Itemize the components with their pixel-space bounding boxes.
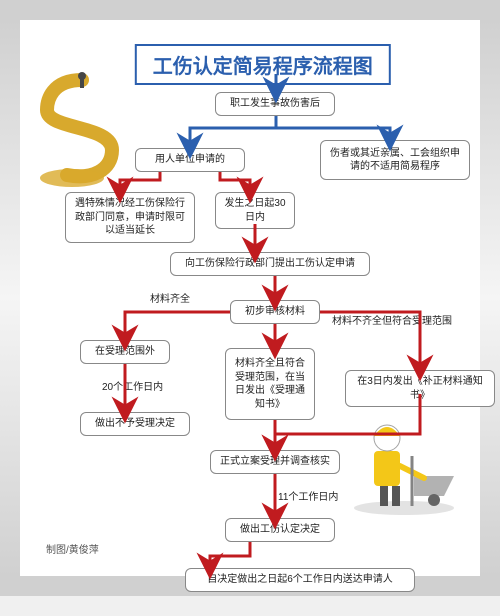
flowchart-edge-label: 20个工作日内 <box>102 378 163 393</box>
flowchart-arrow <box>190 116 276 146</box>
flowchart-node: 做出工伤认定决定 <box>225 518 335 542</box>
flowchart-edge-label: 材料不齐全但符合受理范围 <box>332 312 452 327</box>
flowchart-title: 工伤认定简易程序流程图 <box>135 44 391 85</box>
flowchart-canvas: 工伤认定简易程序流程图 职工发生事故伤害后用人单位申请的 伤者或其近亲属、工会组织… <box>0 0 500 596</box>
flowchart-node: 初步审核材料 <box>230 300 320 324</box>
credit-text: 制图/黄俊萍 <box>46 541 99 556</box>
flowchart-edge-label: 材料齐全 <box>150 290 190 305</box>
flowchart-node: 向工伤保险行政部门提出工伤认定申请 <box>170 252 370 276</box>
flowchart-node: 职工发生事故伤害后 <box>215 92 335 116</box>
flowchart-node: 用人单位申请的 <box>135 148 245 172</box>
flowchart-arrow <box>210 542 250 566</box>
flowchart-node: 在受理范围外 <box>80 340 170 364</box>
flowchart-node: 正式立案受理并调查核实 <box>210 450 340 474</box>
flowchart-node: 遇特殊情况经工伤保险行政部门同意，申请时限可以适当延长 <box>65 192 195 243</box>
flowchart-arrow <box>220 172 250 190</box>
flowchart-arrow <box>276 116 390 138</box>
flowchart-node: 在3日内发出《补正材料通知书》 <box>345 370 495 407</box>
dollar-sign-graphic <box>32 70 132 190</box>
flowchart-edge-label: 11个工作日内 <box>278 488 338 503</box>
flowchart-node: 自决定做出之日起6个工作日内送达申请人 <box>185 568 415 592</box>
flowchart-arrow <box>125 312 230 338</box>
flowchart-node: 材料齐全且符合受理范围，在当日发出《受理通知书》 <box>225 348 315 420</box>
flowchart-node: 做出不予受理决定 <box>80 412 190 436</box>
construction-worker-graphic <box>344 396 464 516</box>
flowchart-node: 伤者或其近亲属、工会组织申请的不适用简易程序 <box>320 140 470 180</box>
flowchart-node: 发生之日起30日内 <box>215 192 295 229</box>
